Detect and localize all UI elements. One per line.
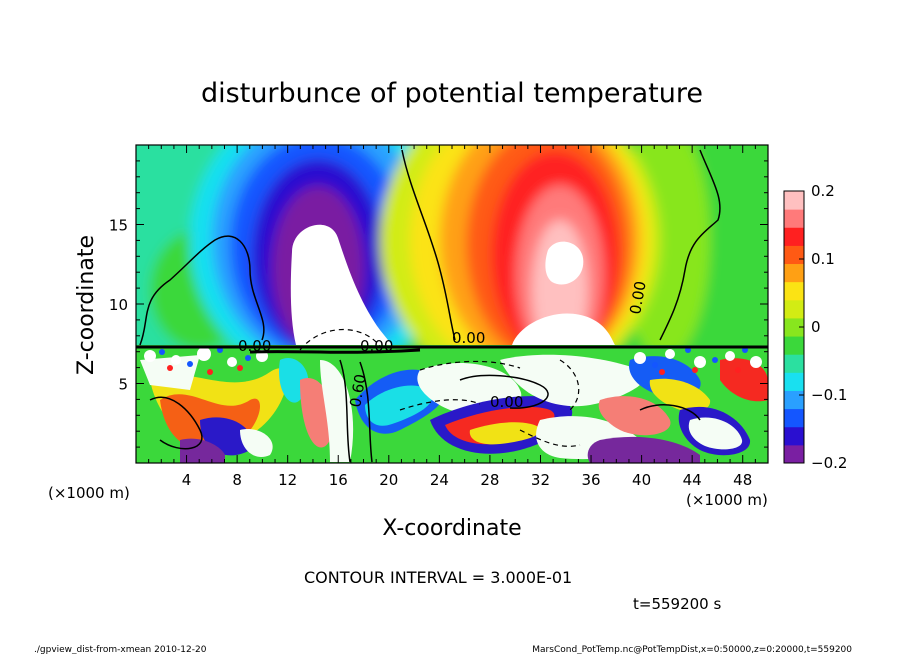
contour-label: 0.00 [626,280,650,316]
colorbar-band [784,426,804,446]
colorbar-band [784,245,804,265]
contour-interval-text: CONTOUR INTERVAL = 3.000E-01 [304,568,572,587]
contour-lines-dashed [299,328,581,447]
contour-dashed-5 [519,429,581,447]
turbulent-layer-patches [140,354,768,463]
x-axis-label: X-coordinate [382,516,521,541]
y-tick-label: 5 [118,376,128,394]
x-unit-left: (×1000 m) [48,484,130,502]
x-tick-label: 48 [733,471,752,489]
colorbar-tick-label: −0.2 [811,454,847,472]
contour-lines [136,149,768,463]
contour-zero-upper [401,149,456,341]
colorbar [784,191,804,464]
x-tick-label: 40 [632,471,651,489]
colorbar-band [784,263,804,283]
heatmap-field: 0.00 0.00 0.00 0.00 0.00 0.60 [136,145,768,463]
contour-lower-right [459,374,549,409]
turbulent-speckle-band [144,347,762,375]
colorbar-band [784,191,804,210]
colorbar-tick-label: −0.1 [811,386,847,404]
colorbar-band [784,354,804,373]
x-ticks: 4 8 12 16 20 24 28 32 36 40 44 48 [148,145,756,489]
contour-label: 0.60 [346,373,370,409]
x-tick-label: 44 [683,471,702,489]
colorbar-tick-label: 0 [811,318,821,336]
colorbar-band [784,390,804,410]
colorbar-band [784,444,804,464]
contour-lower-left [149,396,203,450]
colorbar-band [784,336,804,355]
y-tick-label: 15 [109,217,128,235]
colorbar-tick-label: 0.2 [811,182,835,200]
contour-dashed-1 [299,328,381,351]
x-tick-label: 20 [379,471,398,489]
chart-title: disturbunce of potential temperature [201,78,703,109]
colorbar-band [784,299,804,319]
time-text: t=559200 s [633,595,721,613]
colorbar-band [784,281,804,301]
contour-dashed-3 [399,399,481,411]
contour-dashed-2 [419,360,521,371]
warm-plume-core-lower [512,313,615,345]
x-tick-label: 4 [182,471,192,489]
contour-lower-center [339,359,351,463]
contour-lower-far-right [639,404,701,421]
colorbar-band [784,372,804,391]
contour-zero-right [659,149,721,341]
x-tick-label: 8 [232,471,242,489]
contour-label: 0.00 [490,393,523,411]
x-tick-label: 36 [581,471,600,489]
warm-plume-core-upper [545,241,584,285]
x-tick-label: 12 [278,471,297,489]
x-tick-label: 16 [329,471,348,489]
colorbar-band [784,209,804,228]
contour-label: 0.00 [238,337,271,355]
contour-zero-left [139,235,265,346]
contour-label-group: 0.00 0.00 0.00 0.00 0.00 0.60 [238,280,650,411]
cold-plume-core [290,224,392,345]
colorbar-tick-label: 0.1 [811,250,835,268]
x-unit-right: (×1000 m) [686,491,768,509]
contour-label: 0.00 [360,337,393,355]
contour-lower-center-2 [359,361,373,463]
y-tick-label: 10 [109,296,128,314]
colorbar-ticks: 0.2 0.1 0 −0.1 −0.2 [799,182,847,472]
colorbar-band [784,408,804,428]
contour-turbulent-band [249,348,421,354]
contour-dashed-4 [559,359,580,411]
y-ticks: 5 10 15 [109,160,768,448]
x-tick-label: 28 [480,471,499,489]
colorbar-band [784,317,804,337]
y-axis-label: Z-coordinate [74,235,99,375]
footer-right: MarsCond_PotTemp.nc@PotTempDist,x=0:5000… [532,645,852,654]
x-tick-label: 32 [531,471,550,489]
contour-label: 0.00 [452,329,485,347]
x-tick-label: 24 [430,471,449,489]
footer-left: ./gpview_dist-from-xmean 2010-12-20 [34,645,207,654]
colorbar-band [784,227,804,246]
